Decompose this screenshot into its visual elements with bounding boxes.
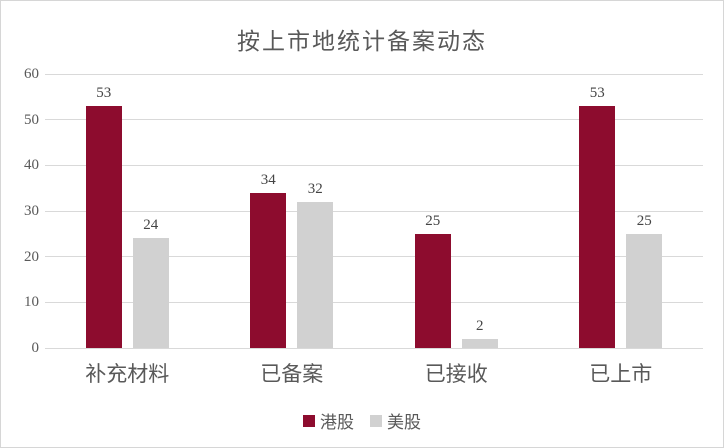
gridline-y-30 [45,210,703,212]
bar-港股-已接收 [414,234,451,348]
bar-value-label: 34 [260,172,276,188]
y-axis-tick-label: 30 [24,203,39,219]
legend-swatch-icon [370,414,382,427]
x-axis-category-label: 已上市 [589,363,653,386]
y-axis-tick-label: 60 [24,66,39,82]
bar-美股-补充材料 [132,238,169,348]
bar-value-label: 25 [425,213,441,229]
x-axis-category-label: 已备案 [260,363,324,386]
bar-港股-已上市 [579,106,616,348]
y-axis-tick-label: 40 [24,157,39,174]
gridline-y-40 [45,164,703,166]
bar-value-label: 53 [96,85,112,101]
y-axis-tick-label: 10 [24,294,39,311]
bar-value-label: 24 [143,217,159,233]
bar-value-label: 2 [476,318,484,334]
legend-item-美股: 美股 [370,408,421,433]
bar-美股-已上市 [626,234,663,348]
legend-swatch-icon [303,414,315,427]
bar-value-label: 53 [589,85,605,101]
bar-美股-已备案 [297,202,334,348]
legend-label: 港股 [320,413,354,432]
y-axis-tick-label: 20 [24,248,39,265]
bar-value-label: 32 [307,181,323,197]
y-axis-tick-label: 50 [24,111,39,128]
x-axis-category-label: 已接收 [424,363,488,386]
chart-legend: 港股 美股 [1,408,723,433]
chart-title: 按上市地统计备案动态 [237,28,487,54]
gridline-y-20 [45,256,703,258]
gridline-y-60 [45,73,703,75]
gridline-y-10 [45,301,703,303]
gridline-y-0 [45,347,703,349]
bar-美股-已接收 [461,339,498,348]
x-axis-category-label: 补充材料 [85,363,170,386]
gridline-y-50 [45,119,703,121]
legend-item-港股: 港股 [303,408,354,433]
y-axis-tick-label: 0 [31,340,40,356]
legend-label: 美股 [387,413,421,432]
bar-港股-已备案 [250,193,287,348]
bar-value-label: 25 [636,213,652,229]
bar-港股-补充材料 [85,106,122,348]
